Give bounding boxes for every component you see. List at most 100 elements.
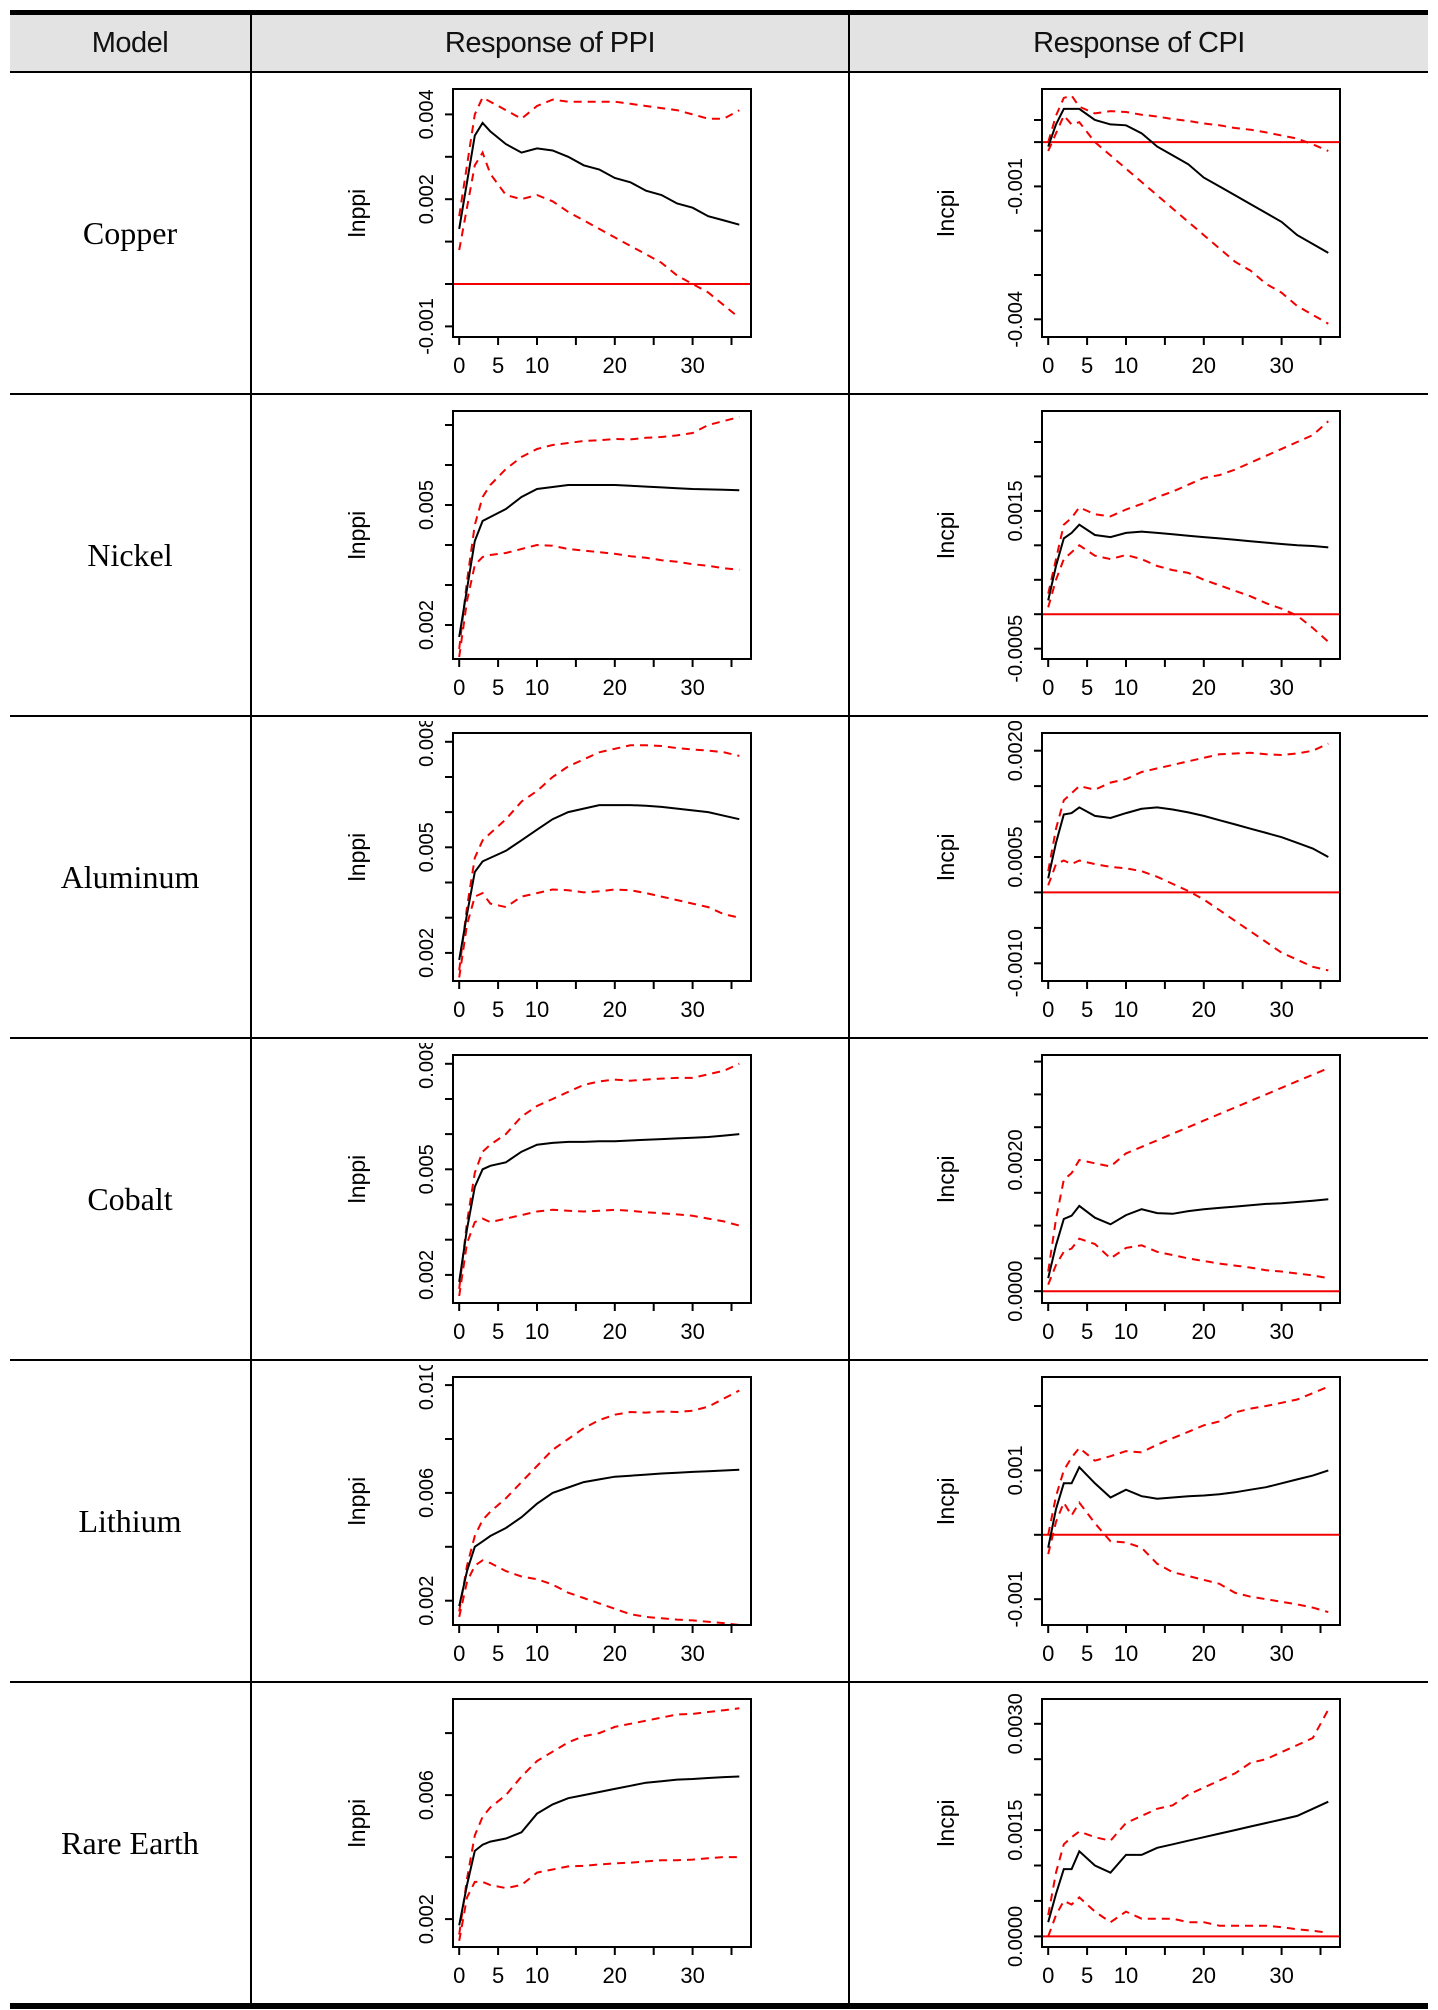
svg-text:0.002: 0.002 — [416, 600, 438, 650]
svg-text:10: 10 — [1114, 1963, 1138, 1988]
svg-text:0.002: 0.002 — [416, 928, 438, 978]
cell-cobalt-ppi: 0 5 10 20 30 0.002 0.005 0.008 lnppi — [250, 1039, 848, 1359]
svg-text:30: 30 — [680, 1641, 704, 1666]
svg-text:0.008: 0.008 — [416, 1043, 438, 1089]
row-label-cobalt: Cobalt — [87, 1180, 173, 1217]
svg-text:30: 30 — [680, 1963, 704, 1988]
chart-nickel-ppi: 0 5 10 20 30 0.002 0.005 lnppi — [335, 399, 765, 711]
svg-text:30: 30 — [1269, 1319, 1293, 1344]
table-row-cobalt: Cobalt 0 5 10 20 30 0.002 0.005 0.008 lnppi 0 5 10… — [10, 1039, 1428, 1361]
svg-text:lncpi: lncpi — [933, 1155, 959, 1202]
svg-text:0.0020: 0.0020 — [1005, 721, 1027, 781]
chart-aluminum-ppi: 0 5 10 20 30 0.002 0.005 0.008 lnppi — [335, 717, 765, 1033]
svg-text:0.0005: 0.0005 — [1005, 826, 1027, 887]
svg-text:-0.004: -0.004 — [1005, 291, 1027, 348]
cell-rare-earth-cpi: 0 5 10 20 30 0.0030 0.0015 0.0000 lncpi — [848, 1683, 1428, 2003]
svg-text:lncpi: lncpi — [933, 189, 959, 236]
svg-text:30: 30 — [1269, 1963, 1293, 1988]
chart-nickel-cpi: 0 5 10 20 30 0.0015 -0.0005 lncpi — [924, 399, 1354, 711]
svg-text:5: 5 — [1081, 675, 1093, 700]
svg-text:30: 30 — [1269, 997, 1293, 1022]
svg-text:-0.001: -0.001 — [1005, 1571, 1027, 1628]
svg-text:0.002: 0.002 — [416, 1576, 438, 1626]
svg-text:10: 10 — [1114, 997, 1138, 1022]
svg-text:0: 0 — [1042, 675, 1054, 700]
svg-text:20: 20 — [1192, 1963, 1216, 1988]
chart-copper-cpi: 0 5 10 20 30 -0.001 -0.004 lncpi — [924, 77, 1354, 389]
svg-text:5: 5 — [492, 1963, 504, 1988]
svg-text:0.001: 0.001 — [1005, 1445, 1027, 1495]
svg-text:lnppi: lnppi — [344, 1477, 370, 1526]
svg-text:lnppi: lnppi — [344, 511, 370, 560]
svg-text:lncpi: lncpi — [933, 1477, 959, 1524]
svg-text:lnppi: lnppi — [344, 189, 370, 238]
svg-text:20: 20 — [603, 1963, 627, 1988]
svg-text:20: 20 — [1192, 675, 1216, 700]
svg-text:0: 0 — [1042, 1641, 1054, 1666]
figure-table-wrapper: Model Response of PPI Response of CPI Co… — [10, 10, 1428, 2009]
cell-copper-ppi: 0 5 10 20 30 -0.001 0.002 0.004 lnppi — [250, 73, 848, 393]
svg-text:10: 10 — [525, 1319, 549, 1344]
svg-text:0.006: 0.006 — [416, 1770, 438, 1820]
svg-text:0.006: 0.006 — [416, 1468, 438, 1518]
svg-text:0: 0 — [1042, 1319, 1054, 1344]
svg-text:10: 10 — [525, 675, 549, 700]
svg-text:0.0000: 0.0000 — [1005, 1261, 1027, 1322]
svg-text:0: 0 — [453, 353, 465, 378]
svg-text:0.008: 0.008 — [416, 721, 438, 767]
chart-lithium-ppi: 0 5 10 20 30 0.010 0.006 0.002 lnppi — [335, 1360, 765, 1677]
chart-copper-ppi: 0 5 10 20 30 -0.001 0.002 0.004 lnppi — [335, 77, 765, 389]
cell-aluminum-cpi: 0 5 10 20 30 0.0020 0.0005 -0.0010 lncpi — [848, 717, 1428, 1037]
svg-text:0: 0 — [453, 1641, 465, 1666]
svg-text:0.002: 0.002 — [416, 1894, 438, 1944]
svg-text:20: 20 — [603, 675, 627, 700]
col-header-model: Model — [91, 26, 169, 59]
svg-text:5: 5 — [1081, 1319, 1093, 1344]
svg-text:5: 5 — [1081, 353, 1093, 378]
svg-text:20: 20 — [603, 1319, 627, 1344]
svg-text:20: 20 — [603, 997, 627, 1022]
svg-text:5: 5 — [492, 997, 504, 1022]
cell-nickel-cpi: 0 5 10 20 30 0.0015 -0.0005 lncpi — [848, 395, 1428, 715]
svg-text:5: 5 — [492, 1319, 504, 1344]
svg-text:5: 5 — [492, 675, 504, 700]
svg-text:0.002: 0.002 — [416, 1250, 438, 1300]
svg-text:0: 0 — [453, 1963, 465, 1988]
svg-text:10: 10 — [1114, 675, 1138, 700]
svg-text:30: 30 — [680, 997, 704, 1022]
svg-text:lncpi: lncpi — [933, 833, 959, 880]
svg-text:-0.001: -0.001 — [416, 298, 438, 355]
svg-text:5: 5 — [1081, 997, 1093, 1022]
cell-nickel-ppi: 0 5 10 20 30 0.002 0.005 lnppi — [250, 395, 848, 715]
svg-text:10: 10 — [525, 353, 549, 378]
svg-text:30: 30 — [1269, 1641, 1293, 1666]
svg-text:lncpi: lncpi — [933, 511, 959, 558]
svg-text:0.0030: 0.0030 — [1005, 1693, 1027, 1754]
svg-text:10: 10 — [1114, 353, 1138, 378]
svg-text:10: 10 — [525, 1641, 549, 1666]
irf-table: Model Response of PPI Response of CPI Co… — [10, 10, 1428, 2009]
svg-text:30: 30 — [680, 353, 704, 378]
svg-text:0.0020: 0.0020 — [1005, 1129, 1027, 1190]
row-label-lithium: Lithium — [78, 1502, 182, 1539]
svg-text:0.005: 0.005 — [416, 1144, 438, 1194]
svg-text:0: 0 — [453, 1319, 465, 1344]
svg-text:30: 30 — [1269, 675, 1293, 700]
svg-text:0.010: 0.010 — [416, 1365, 438, 1410]
svg-text:0: 0 — [1042, 1963, 1054, 1988]
cell-copper-cpi: 0 5 10 20 30 -0.001 -0.004 lncpi — [848, 73, 1428, 393]
svg-text:20: 20 — [603, 353, 627, 378]
cell-lithium-cpi: 0 5 10 20 30 0.001 -0.001 lncpi — [848, 1361, 1428, 1681]
svg-text:0.0000: 0.0000 — [1005, 1906, 1027, 1967]
svg-text:-0.0010: -0.0010 — [1005, 929, 1027, 997]
svg-text:0.005: 0.005 — [416, 822, 438, 872]
svg-text:0.005: 0.005 — [416, 480, 438, 530]
svg-text:0.0015: 0.0015 — [1005, 480, 1027, 541]
col-header-response-ppi: Response of PPI — [250, 15, 848, 71]
svg-text:lnppi: lnppi — [344, 1155, 370, 1204]
svg-text:0: 0 — [1042, 353, 1054, 378]
svg-text:lnppi: lnppi — [344, 1799, 370, 1848]
table-row-aluminum: Aluminum 0 5 10 20 30 0.002 0.005 0.008 lnppi 0 5… — [10, 717, 1428, 1039]
